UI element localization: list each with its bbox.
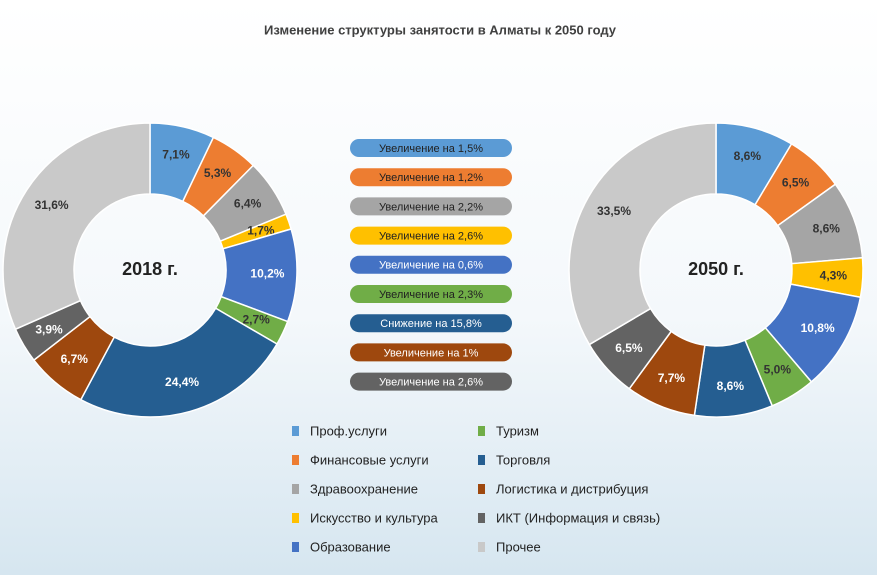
- legend-label: Здравоохранение: [310, 481, 418, 496]
- change-pill: [350, 314, 512, 333]
- data-label: 6,5%: [782, 176, 810, 190]
- change-label: Увеличение на 2,2%: [379, 201, 483, 213]
- legend-label: Искусство и культура: [310, 510, 439, 525]
- change-label: Увеличение на 1,2%: [379, 172, 483, 184]
- data-label: 3,9%: [35, 322, 63, 336]
- legend-swatch: [478, 513, 485, 523]
- legend-label: Торговля: [496, 452, 550, 467]
- data-label: 6,5%: [615, 341, 643, 355]
- center-label: 2050 г.: [688, 259, 744, 279]
- legend-swatch: [478, 542, 485, 552]
- legend-swatch: [478, 426, 485, 436]
- legend-label: Проф.услуги: [310, 423, 387, 438]
- legend-label: Прочее: [496, 539, 541, 554]
- legend-label: Логистика и дистрибуция: [496, 481, 648, 496]
- change-label: Увеличение на 2,6%: [379, 231, 483, 243]
- legend-label: Финансовые услуги: [310, 452, 429, 467]
- change-pill: [350, 285, 512, 303]
- change-pill: [350, 226, 512, 245]
- change-pill: [350, 255, 512, 274]
- change-label: Увеличение на 0,6%: [379, 260, 483, 272]
- change-label: Снижение на 15,8%: [380, 318, 482, 330]
- data-label: 33,5%: [597, 204, 631, 218]
- data-label: 6,4%: [234, 197, 262, 211]
- chart-title: Изменение структуры занятости в Алматы к…: [264, 22, 617, 37]
- center-label: 2018 г.: [122, 259, 178, 279]
- data-label: 10,2%: [250, 267, 284, 281]
- legend-label: ИКТ (Информация и связь): [496, 510, 660, 525]
- change-pill: [350, 343, 512, 362]
- change-label: Увеличение на 2,6%: [379, 377, 483, 389]
- donut-segment: [79, 307, 279, 418]
- donut-segment: [2, 122, 151, 331]
- legend-swatch: [478, 484, 485, 494]
- donut-segment: [568, 122, 717, 346]
- legend-label: Образование: [310, 539, 391, 554]
- legend-swatch: [292, 513, 299, 523]
- data-label: 2,7%: [242, 313, 270, 327]
- data-label: 10,8%: [801, 321, 835, 335]
- legend-swatch: [292, 426, 299, 436]
- data-label: 7,7%: [658, 371, 686, 385]
- data-label: 24,4%: [165, 375, 199, 389]
- data-label: 7,1%: [162, 148, 190, 162]
- change-label: Увеличение на 1,5%: [379, 143, 483, 155]
- legend-swatch: [292, 484, 299, 494]
- data-label: 5,3%: [204, 166, 232, 180]
- data-label: 6,7%: [61, 352, 89, 366]
- change-label: Увеличение на 2,3%: [379, 289, 483, 301]
- data-label: 31,6%: [35, 198, 69, 212]
- change-pill: [350, 168, 512, 187]
- data-label: 8,6%: [717, 379, 745, 393]
- data-label: 4,3%: [820, 268, 848, 282]
- change-pill: [350, 139, 512, 157]
- legend-swatch: [292, 542, 299, 552]
- legend-label: Туризм: [496, 423, 539, 438]
- legend-swatch: [292, 455, 299, 465]
- change-pill: [350, 197, 512, 216]
- data-label: 8,6%: [734, 149, 762, 163]
- legend-swatch: [478, 455, 485, 465]
- change-pill: [350, 372, 512, 391]
- data-label: 8,6%: [813, 222, 841, 236]
- data-label: 1,7%: [247, 223, 275, 237]
- change-label: Увеличение на 1%: [384, 347, 479, 359]
- data-label: 5,0%: [764, 362, 792, 376]
